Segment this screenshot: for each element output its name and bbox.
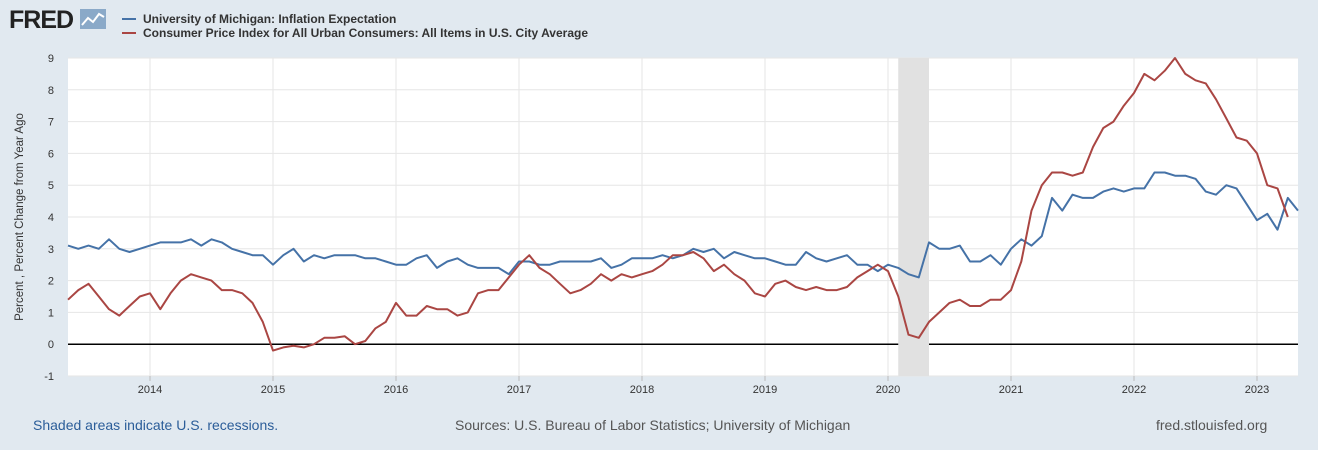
y-tick-label: 3 — [48, 244, 54, 256]
cpi-line — [67, 57, 1289, 352]
x-tick-label: 2018 — [630, 384, 654, 396]
x-tick-label: 2023 — [1245, 384, 1269, 396]
x-tick-label: 2017 — [507, 384, 531, 396]
recessions-note: Shaded areas indicate U.S. recessions. — [33, 417, 279, 433]
series-lines — [67, 57, 1299, 352]
x-tick-label: 2021 — [999, 384, 1023, 396]
y-tick-label: 5 — [48, 180, 54, 192]
legend-item-cpi[interactable]: Consumer Price Index for All Urban Consu… — [122, 26, 588, 40]
y-tick-label: 1 — [48, 307, 54, 319]
x-axis-ticks: 2014 2015 2016 2017 2018 2019 2020 2021 2022 2023 — [138, 376, 1269, 396]
legend-swatch-red — [122, 32, 136, 34]
x-tick-label: 2016 — [384, 384, 408, 396]
chart-legend: University of Michigan: Inflation Expect… — [122, 12, 588, 40]
legend-item-inflation-expectation[interactable]: University of Michigan: Inflation Expect… — [122, 12, 588, 26]
y-tick-label: 9 — [48, 53, 54, 65]
x-tick-label: 2019 — [753, 384, 777, 396]
legend-label: Consumer Price Index for All Urban Consu… — [143, 26, 588, 40]
fred-logo[interactable]: FRED — [9, 6, 106, 36]
recession-shading — [898, 58, 929, 376]
y-tick-label: 0 — [48, 339, 54, 351]
sources-note: Sources: U.S. Bureau of Labor Statistics… — [455, 417, 851, 433]
y-tick-label: 6 — [48, 148, 54, 160]
y-tick-label: -1 — [44, 371, 54, 383]
y-axis-ticks: -1 0 1 2 3 4 5 6 7 8 9 — [44, 53, 54, 383]
site-link[interactable]: fred.stlouisfed.org — [1156, 417, 1268, 433]
line-chart: -1 0 1 2 3 4 5 6 7 8 9 2014 2015 2016 2017 2018 2019 202… — [14, 53, 1299, 396]
legend-swatch-blue — [122, 18, 136, 20]
x-tick-label: 2014 — [138, 384, 162, 396]
fred-logo-text: FRED — [9, 6, 74, 34]
y-tick-label: 4 — [48, 212, 54, 224]
y-axis-label: Percent , Percent Change from Year Ago — [14, 113, 26, 321]
y-tick-label: 2 — [48, 276, 54, 288]
line-chart-icon — [79, 9, 106, 29]
x-tick-label: 2022 — [1122, 384, 1146, 396]
x-tick-label: 2015 — [261, 384, 285, 396]
y-tick-label: 7 — [48, 117, 54, 129]
y-tick-label: 8 — [48, 85, 54, 97]
legend-label: University of Michigan: Inflation Expect… — [143, 12, 397, 26]
recession-band — [898, 58, 929, 376]
x-tick-label: 2020 — [876, 384, 900, 396]
